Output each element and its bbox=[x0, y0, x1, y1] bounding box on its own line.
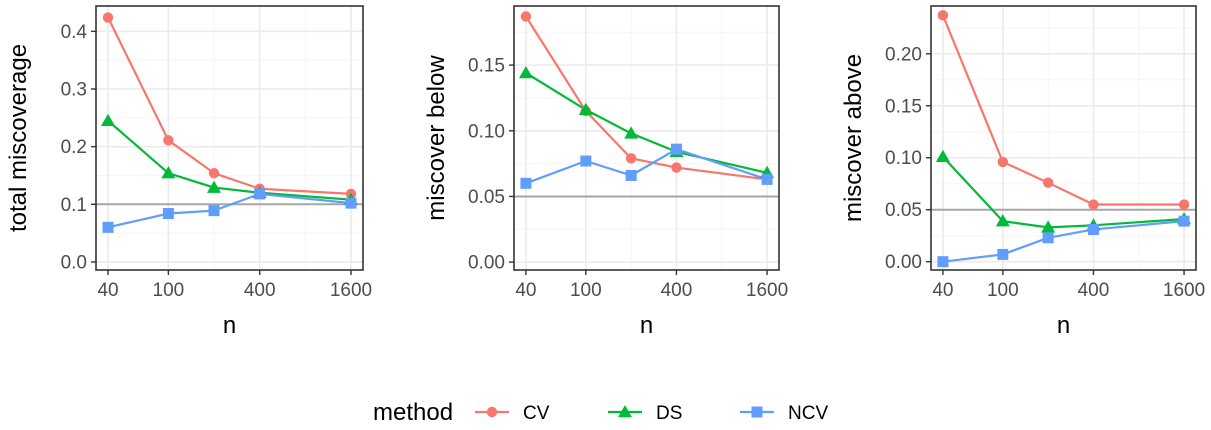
data-point-cv bbox=[102, 12, 114, 23]
legend: method CV DS NCV bbox=[373, 399, 828, 426]
data-point-cv bbox=[1042, 177, 1054, 188]
x-tick-label: 40 bbox=[515, 280, 536, 301]
x-axis-title: n bbox=[223, 312, 236, 339]
data-point-ds bbox=[995, 214, 1010, 227]
legend-item-cv: CV bbox=[475, 403, 550, 424]
legend-title: method bbox=[373, 399, 453, 425]
y-axis-title: total miscoverage bbox=[5, 44, 32, 232]
data-point-ncv bbox=[580, 155, 592, 167]
panel-3: 0.00 0.05 0.10 0.15 0.20 40 100 400 1600 n miscove… bbox=[840, 5, 1205, 339]
data-point-ncv bbox=[997, 248, 1009, 260]
data-point-ncv bbox=[761, 173, 773, 185]
data-point-ncv bbox=[1042, 232, 1054, 244]
data-point-ds bbox=[207, 180, 222, 193]
legend-label: NCV bbox=[788, 403, 828, 424]
x-tick-label: 40 bbox=[932, 280, 953, 301]
y-tick-label: 0.10 bbox=[468, 121, 505, 142]
x-tick-label: 400 bbox=[244, 280, 276, 301]
y-axis-title: miscover below bbox=[423, 55, 450, 221]
data-point-ncv bbox=[1178, 215, 1190, 227]
y-tick-label: 0.00 bbox=[468, 253, 505, 274]
y-tick-label: 0.05 bbox=[885, 200, 922, 221]
panel-border bbox=[513, 5, 780, 271]
y-axis-title: miscover above bbox=[840, 54, 867, 222]
data-point-ncv bbox=[1087, 223, 1099, 235]
data-point-ncv bbox=[208, 205, 220, 217]
data-point-cv bbox=[625, 153, 637, 164]
legend-label: DS bbox=[656, 403, 682, 424]
y-tick-label: 0.4 bbox=[61, 22, 88, 43]
legend-item-ncv: NCV bbox=[740, 403, 828, 424]
y-tick-label: 0.20 bbox=[885, 44, 922, 65]
data-point-cv bbox=[997, 156, 1009, 168]
x-tick-label: 40 bbox=[97, 280, 118, 301]
plot-background bbox=[931, 6, 1196, 270]
x-tick-label: 400 bbox=[661, 280, 693, 301]
panel-1: 0.0 0.1 0.2 0.3 0.4 40 100 400 1600 n total miscov… bbox=[5, 5, 372, 339]
plot-background bbox=[96, 6, 363, 270]
panel-border bbox=[95, 5, 364, 271]
y-tick-label: 0.1 bbox=[61, 195, 87, 216]
data-point-cv bbox=[1088, 199, 1099, 210]
data-point-ncv bbox=[162, 208, 174, 220]
data-point-ncv bbox=[254, 188, 266, 200]
panel-border bbox=[930, 5, 1197, 271]
legend-key-circle bbox=[486, 406, 498, 418]
x-axis-title: n bbox=[640, 312, 653, 339]
y-tick-label: 0.3 bbox=[61, 80, 87, 101]
x-tick-label: 100 bbox=[987, 280, 1019, 301]
y-tick-label: 0.10 bbox=[885, 148, 922, 169]
legend-label: CV bbox=[523, 403, 550, 424]
x-tick-label: 1600 bbox=[330, 280, 372, 301]
legend-item-ds: DS bbox=[608, 403, 682, 424]
x-tick-label: 100 bbox=[153, 280, 185, 301]
data-point-ds bbox=[1041, 220, 1056, 233]
data-point-ncv bbox=[102, 221, 114, 233]
data-point-ds bbox=[518, 65, 533, 79]
y-tick-label: 0.0 bbox=[61, 252, 87, 273]
y-tick-label: 0.05 bbox=[468, 187, 505, 208]
data-point-cv bbox=[208, 167, 220, 179]
data-point-ncv bbox=[625, 169, 637, 181]
y-tick-label: 0.00 bbox=[885, 252, 922, 273]
y-tick-label: 0.15 bbox=[885, 96, 922, 117]
data-point-cv bbox=[1178, 199, 1190, 210]
data-point-cv bbox=[163, 135, 174, 146]
plot-background bbox=[514, 6, 779, 270]
data-point-cv bbox=[937, 10, 949, 21]
x-tick-label: 100 bbox=[570, 280, 602, 301]
x-tick-label: 1600 bbox=[746, 280, 788, 301]
legend-key-square bbox=[751, 406, 763, 418]
x-tick-label: 400 bbox=[1078, 280, 1110, 301]
data-point-ncv bbox=[345, 197, 357, 209]
data-point-ds bbox=[161, 166, 176, 179]
data-point-ncv bbox=[937, 256, 949, 268]
y-tick-label: 0.2 bbox=[61, 137, 87, 158]
data-point-ds bbox=[578, 102, 593, 116]
data-point-ds bbox=[101, 113, 116, 126]
data-point-ncv bbox=[670, 143, 682, 155]
data-point-ds bbox=[935, 149, 950, 162]
data-point-cv bbox=[671, 162, 682, 173]
x-tick-label: 1600 bbox=[1163, 280, 1205, 301]
data-point-cv bbox=[520, 11, 532, 22]
panel-2: 0.00 0.05 0.10 0.15 40 100 400 1600 n miscover be… bbox=[423, 5, 788, 339]
y-tick-label: 0.15 bbox=[468, 56, 505, 77]
data-point-ds bbox=[624, 126, 639, 139]
x-axis-title: n bbox=[1057, 312, 1070, 339]
data-point-ncv bbox=[520, 177, 532, 189]
legend-key-triangle bbox=[618, 405, 632, 418]
